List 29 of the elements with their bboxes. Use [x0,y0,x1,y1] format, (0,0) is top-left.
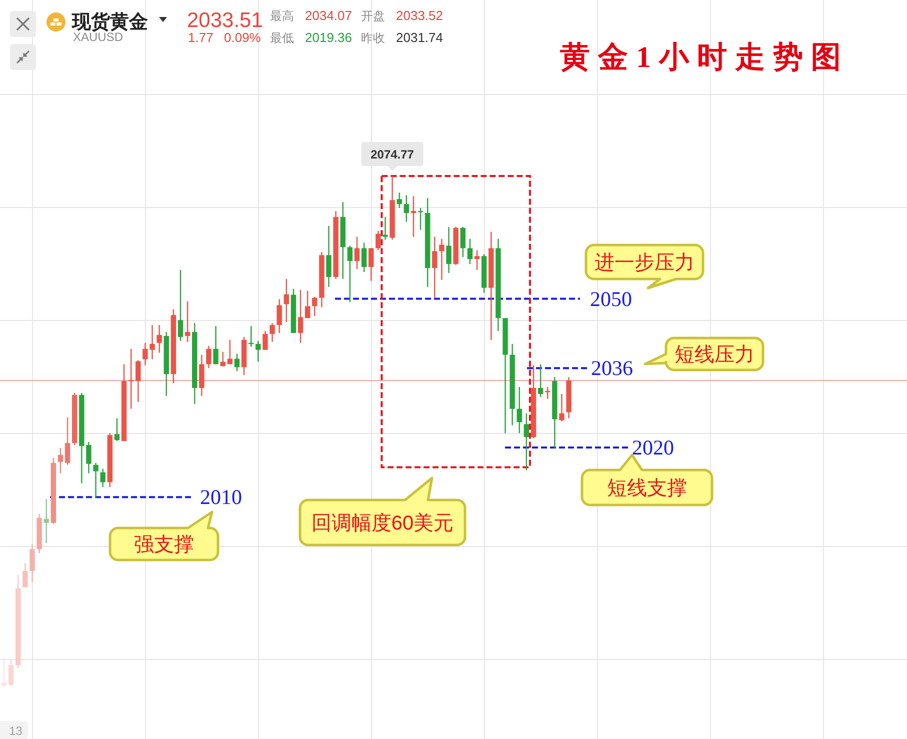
text: 黄金1小时走势图 [560,41,849,74]
time-label: 13 [0,721,28,739]
ref-line-label: 2050 [590,286,632,311]
annotation: 13 [9,724,23,738]
ref-line: 2036 [527,356,633,380]
price-tag: 2074.77 [361,142,424,171]
text: 0.09% [224,30,262,45]
text: 开盘 [361,9,385,23]
callout: 回调幅度60美元 [298,476,466,546]
text: 最高 [270,9,294,23]
text: 1.77 [188,30,214,45]
ref-line-label: 2010 [200,485,242,510]
text: 2034.07 [305,8,352,23]
text: 2033.51 [187,9,263,32]
text: 2019.36 [305,30,352,45]
text: 最低 [270,31,294,45]
annotation: 2074.77 [370,147,414,162]
callout: 短线支撑 [580,454,714,506]
ref-line: 2050 [335,286,632,311]
text: 2031.74 [396,30,443,45]
chart-subtitle: 现货黄金 [71,11,148,33]
callout: 强支撑 [108,510,220,562]
annotation: 强支撑 [134,534,194,556]
ref-line: 2010 [50,485,242,510]
callout: 进一步压力 [584,244,704,290]
text: 2033.52 [396,8,443,23]
annotation: 回调幅度60美元 [311,512,454,534]
ref-line-label: 2036 [591,356,633,380]
text: 昨收 [361,31,385,45]
